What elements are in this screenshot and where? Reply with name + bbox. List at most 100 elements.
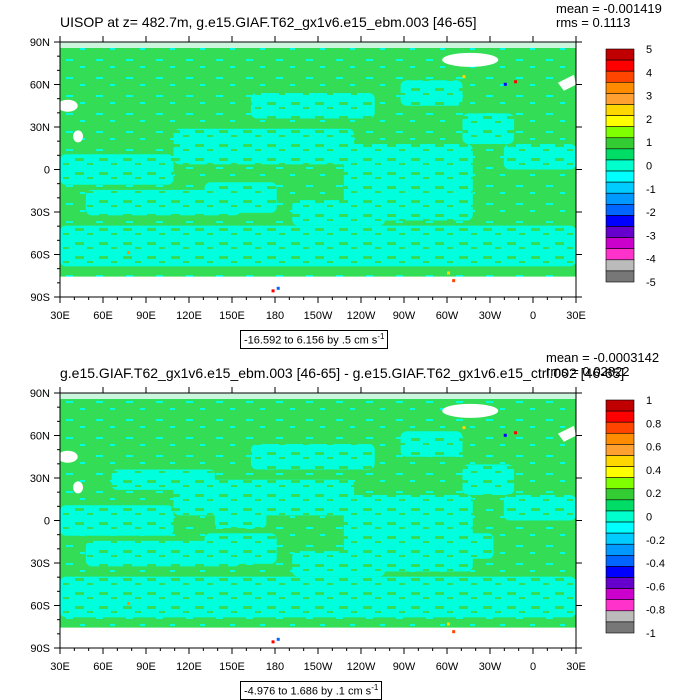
panel2-range-label: -4.976 to 1.686 by .1 cm s-1 <box>240 681 383 700</box>
colorbar-label-4: 0.2 <box>646 488 661 500</box>
y-tick-label-6: 90S <box>30 643 50 655</box>
anomaly-dot-6 <box>514 80 518 84</box>
x-tick-label-0: 30E <box>50 310 70 322</box>
colorbar-label-0: 5 <box>646 44 652 56</box>
x-tick-label-6: 150W <box>304 661 333 673</box>
japan-land <box>57 450 78 463</box>
colorbar-swatch-17 <box>605 588 635 601</box>
colorbar-label-8: -3 <box>646 230 656 242</box>
anomaly-dot-6 <box>514 431 518 435</box>
colorbar-label-8: -0.6 <box>646 581 665 593</box>
polar-strip-north <box>60 393 576 399</box>
colorbar-swatch-9 <box>605 499 635 512</box>
europe-land <box>557 425 576 442</box>
y-tick-label-4: 30S <box>30 207 50 219</box>
x-tick-label-4: 150E <box>219 661 245 673</box>
y-tick-label-5: 60S <box>30 250 50 262</box>
cyan-region-10 <box>292 200 386 226</box>
anomaly-dot-4 <box>452 630 456 634</box>
x-tick-label-5: 180 <box>266 661 284 673</box>
x-tick-label-10: 30W <box>479 661 502 673</box>
colorbar-swatch-8 <box>605 137 635 150</box>
panel1-range-text: -16.592 to 6.156 by .5 cm s <box>244 334 378 347</box>
colorbar-swatch-1 <box>605 59 635 72</box>
panel2-range-text: -4.976 to 1.686 by .1 cm s <box>244 685 372 698</box>
cyan-region-3 <box>250 444 375 470</box>
colorbar-label-3: 0.4 <box>646 465 661 477</box>
panel2-rms: rms = 0.02822 <box>546 364 630 379</box>
colorbar-swatch-18 <box>605 599 635 612</box>
anomaly-dot-1 <box>271 289 275 293</box>
colorbar-swatch-12 <box>605 181 635 194</box>
colorbar-swatch-3 <box>605 432 635 445</box>
y-tick-label-1: 60N <box>30 80 50 92</box>
colorbar-swatch-3 <box>605 81 635 94</box>
colorbar-label-5: 0 <box>646 512 652 524</box>
x-tick-label-12: 30E <box>566 661 586 673</box>
colorbar-swatch-5 <box>605 104 635 116</box>
y-tick-label-3: 0 <box>44 516 50 528</box>
cyan-region-8 <box>462 113 515 144</box>
cyan-region-6 <box>204 533 277 564</box>
panel2-mean: mean = -0.0003142 <box>546 350 660 365</box>
cyan-region-2 <box>173 128 355 165</box>
colorbar-swatch-1 <box>605 410 635 423</box>
colorbar-swatch-14 <box>605 555 635 567</box>
x-tick-label-3: 120E <box>176 310 202 322</box>
x-tick-label-11: 0 <box>530 310 536 322</box>
colorbar-swatch-10 <box>605 510 635 523</box>
colorbar-swatch-18 <box>605 248 635 261</box>
cyan-region-2 <box>173 479 355 516</box>
y-tick-label-1: 60N <box>30 431 50 443</box>
colorbar-label-0: 1 <box>646 395 652 407</box>
colorbar-swatch-0 <box>605 399 635 412</box>
colorbar-swatch-13 <box>605 192 635 205</box>
japan-land <box>57 99 78 112</box>
colorbar-swatch-6 <box>605 115 635 127</box>
y-tick-label-2: 30N <box>30 473 50 485</box>
colorbar-label-4: 1 <box>646 137 652 149</box>
panel2-title: g.e15.GIAF.T62_gx1v6.e15_ebm.003 [46-65]… <box>60 365 625 381</box>
panel1-rms: rms = 0.1113 <box>556 15 631 30</box>
colorbar-label-2: 3 <box>646 91 652 103</box>
colorbar-swatch-4 <box>605 444 635 456</box>
europe-land <box>557 74 576 91</box>
y-tick-label-4: 30S <box>30 558 50 570</box>
cyan-region-5 <box>60 576 576 618</box>
x-tick-label-3: 120E <box>176 661 202 673</box>
colorbar-label-1: 4 <box>646 67 652 79</box>
colorbar-swatch-7 <box>605 477 635 490</box>
colorbar-swatch-17 <box>605 237 635 250</box>
x-tick-label-4: 150E <box>219 310 245 322</box>
anomaly-dot-7 <box>462 426 466 430</box>
x-tick-label-7: 120W <box>347 661 376 673</box>
greenland-land <box>442 403 499 418</box>
colorbar-label-10: -5 <box>646 277 656 289</box>
colorbar-swatch-20 <box>605 621 635 634</box>
colorbar-swatch-15 <box>605 215 635 227</box>
colorbar-swatch-2 <box>605 70 635 83</box>
colorbar-swatch-15 <box>605 566 635 578</box>
colorbar-label-9: -4 <box>646 254 656 266</box>
x-tick-label-0: 30E <box>50 661 70 673</box>
x-tick-label-1: 60E <box>93 310 113 322</box>
y-tick-label-0: 90N <box>30 37 50 49</box>
x-tick-label-8: 90W <box>393 661 416 673</box>
x-tick-label-9: 60W <box>436 661 459 673</box>
cyan-region-extra-0 <box>111 469 215 490</box>
antarctica-land <box>60 276 576 297</box>
panel1-map: 30E 60E 90E 120E 150E 180 150W 120W 90W 60W 30W 0 30… <box>30 36 656 322</box>
colorbar-label-5: 0 <box>646 161 652 173</box>
colorbar-swatch-16 <box>605 226 635 238</box>
x-tick-label-12: 30E <box>566 310 586 322</box>
colorbar-label-6: -1 <box>646 184 656 196</box>
cyan-region-0 <box>60 154 174 185</box>
cyan-region-10 <box>292 551 386 577</box>
colorbar-swatch-4 <box>605 93 635 105</box>
colorbar-swatch-9 <box>605 148 635 161</box>
anomaly-dot-1 <box>271 640 275 644</box>
colorbar-swatch-0 <box>605 48 635 61</box>
anomaly-dot-5 <box>503 82 507 86</box>
anomaly-dot-0 <box>127 602 131 606</box>
